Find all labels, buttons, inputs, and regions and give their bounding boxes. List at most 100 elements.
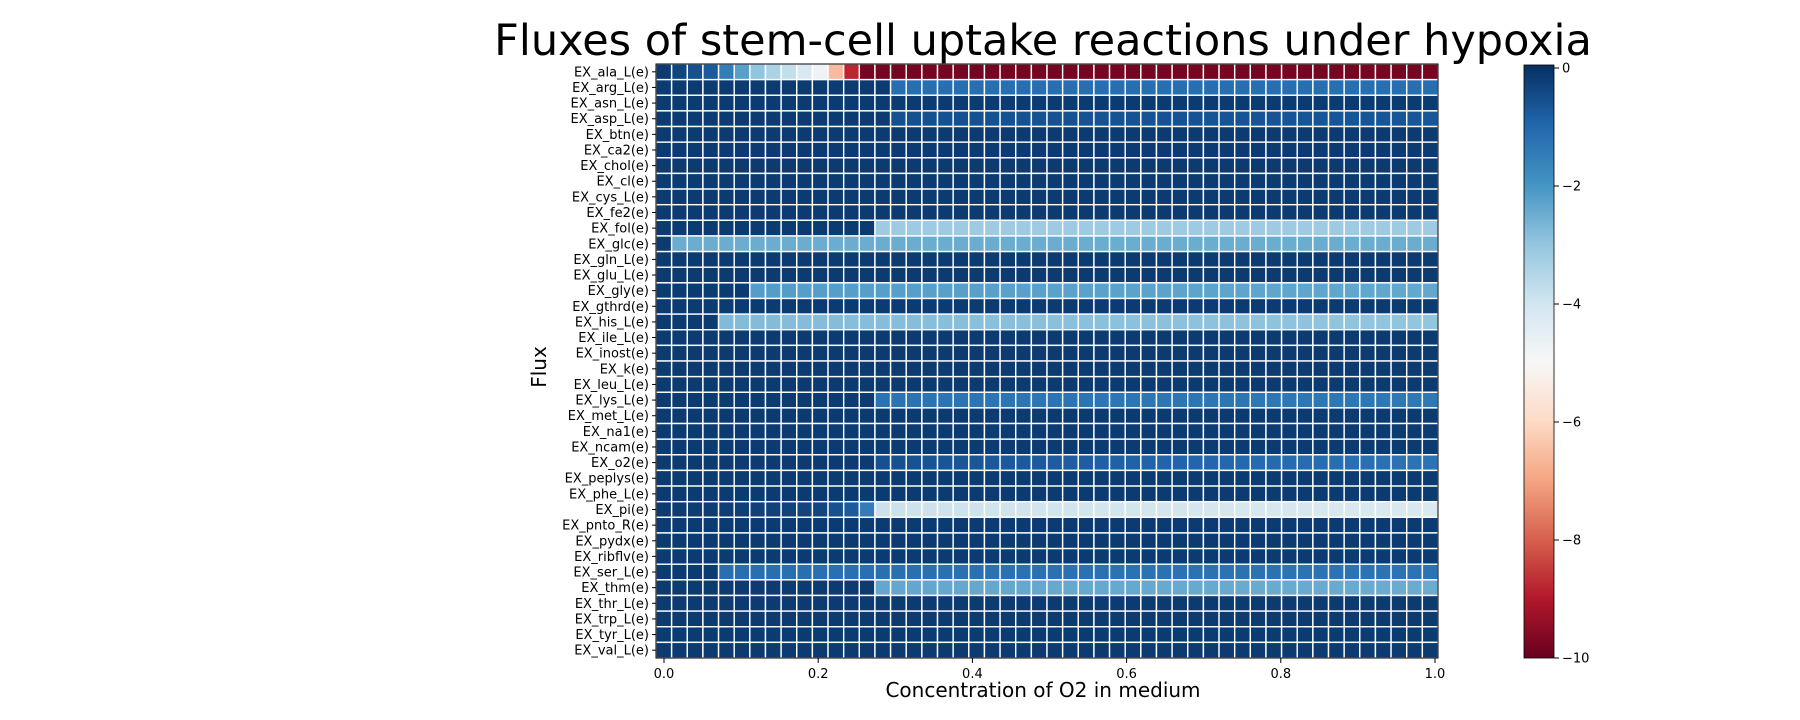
heatmap-cell [1061, 391, 1079, 409]
heatmap-cell [968, 438, 986, 456]
y-axis-label: Flux [527, 346, 551, 388]
heatmap-cell [1374, 203, 1392, 222]
heatmap-cell [983, 469, 1001, 487]
heatmap-cell [749, 360, 767, 378]
heatmap-cell [702, 329, 720, 347]
heatmap-cell [1327, 516, 1345, 534]
heatmap-cell [749, 219, 767, 237]
heatmap-cell [1374, 485, 1392, 503]
heatmap-cell [952, 282, 970, 300]
heatmap-cell [1046, 94, 1064, 112]
heatmap-cell [858, 188, 876, 206]
heatmap-cell [1187, 344, 1205, 362]
heatmap-cell [983, 610, 1001, 628]
heatmap-cell [1108, 407, 1126, 425]
heatmap-cell [1280, 235, 1298, 253]
heatmap-cell [1030, 63, 1048, 81]
heatmap-cell [1312, 297, 1330, 315]
heatmap-cell [1312, 235, 1330, 253]
heatmap-cell [1233, 203, 1252, 222]
heatmap-cell [1312, 203, 1330, 222]
heatmap-cell [1265, 563, 1283, 581]
heatmap-cell [686, 485, 704, 503]
heatmap-cell [1233, 250, 1252, 268]
heatmap-cell [686, 626, 704, 644]
heatmap-cell [1265, 626, 1283, 644]
heatmap-cell [1108, 391, 1126, 409]
heatmap-cell [936, 547, 954, 565]
heatmap-cell [1155, 266, 1173, 284]
heatmap-cell [1374, 594, 1392, 612]
heatmap-cell [827, 78, 845, 96]
heatmap-cell [905, 157, 923, 175]
heatmap-cell [1077, 266, 1095, 284]
heatmap-cell [1218, 454, 1236, 472]
heatmap-cell [670, 407, 688, 425]
row-label: EX_val_L(e) [574, 644, 649, 659]
heatmap-cell [1312, 78, 1330, 96]
heatmap-cell [717, 78, 735, 96]
heatmap-cell [983, 594, 1001, 612]
heatmap-cell [1140, 438, 1158, 456]
heatmap-cell [1249, 282, 1267, 300]
heatmap-cell [1108, 110, 1126, 128]
heatmap-cell [1155, 157, 1173, 175]
heatmap-cell [1046, 219, 1064, 237]
heatmap-cell [874, 469, 892, 487]
heatmap-cell [1171, 282, 1189, 300]
heatmap-cell [655, 266, 673, 284]
heatmap-cell [1421, 391, 1439, 409]
heatmap-cell [1390, 250, 1408, 268]
heatmap-cell [655, 125, 673, 143]
heatmap-cell [733, 219, 751, 237]
heatmap-cell [1421, 188, 1439, 206]
heatmap-cell [1187, 485, 1205, 503]
heatmap-cell [1187, 329, 1205, 347]
heatmap-cell [1218, 563, 1236, 581]
heatmap-cell [1233, 63, 1252, 81]
heatmap-cell [999, 313, 1017, 331]
heatmap-cell [702, 313, 720, 331]
heatmap-cell [827, 172, 845, 190]
heatmap-cell [952, 438, 970, 456]
heatmap-cell [1374, 63, 1392, 81]
row-label: EX_asp_L(e) [571, 112, 650, 127]
heatmap-cell [1312, 63, 1330, 81]
heatmap-cell [842, 500, 861, 519]
heatmap-cell [1296, 94, 1314, 112]
heatmap-cell [1171, 329, 1189, 347]
heatmap-cell [1015, 157, 1033, 175]
heatmap-cell [1359, 157, 1377, 175]
heatmap-cell [1171, 547, 1189, 565]
heatmap-cell [1108, 313, 1126, 331]
heatmap-cell [905, 344, 923, 362]
heatmap-cell [842, 579, 861, 597]
heatmap-cell [952, 500, 970, 519]
heatmap-cell [670, 438, 688, 456]
heatmap-cell [686, 219, 704, 237]
heatmap-cell [999, 172, 1017, 190]
heatmap-cell [1421, 469, 1439, 487]
heatmap-cell [936, 125, 954, 143]
heatmap-cell [874, 547, 892, 565]
heatmap-cell [1046, 610, 1064, 628]
heatmap-cell [655, 547, 673, 565]
heatmap-cell [1218, 438, 1236, 456]
heatmap-cell [811, 94, 829, 112]
heatmap-cell [936, 516, 954, 534]
heatmap-cell [811, 579, 829, 597]
heatmap-cell [1015, 297, 1033, 315]
heatmap-cell [1218, 141, 1236, 159]
heatmap-cell [1108, 78, 1126, 96]
heatmap-cell [999, 485, 1017, 503]
heatmap-cell [1359, 626, 1377, 644]
heatmap-cell [749, 329, 767, 347]
heatmap-cell [1218, 203, 1236, 222]
heatmap-cell [1140, 219, 1158, 237]
heatmap-cell [827, 266, 845, 284]
heatmap-cell [1421, 78, 1439, 96]
heatmap-cell [1421, 172, 1439, 190]
heatmap-cell [749, 626, 767, 644]
heatmap-cell [1202, 500, 1220, 519]
heatmap-cell [1077, 422, 1095, 440]
